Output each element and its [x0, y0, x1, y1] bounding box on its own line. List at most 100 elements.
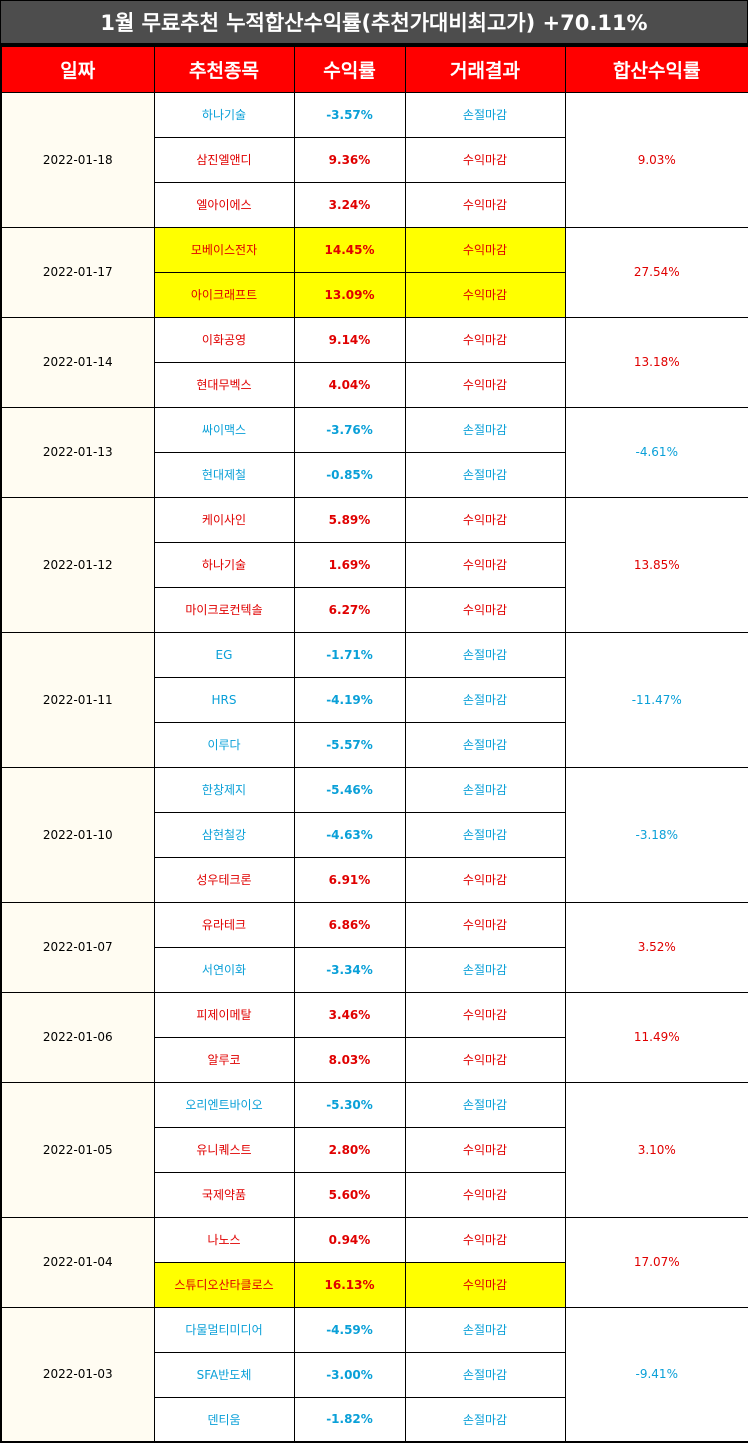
stock-name: 덴티움: [153, 1396, 295, 1443]
table-row: 아이크래프트 13.09% 수익마감: [1, 271, 748, 318]
trade-result: 손절마감: [404, 406, 566, 453]
total-return: -9.41%: [564, 1306, 748, 1443]
trade-result: 수익마감: [404, 541, 566, 588]
trade-result: 수익마감: [404, 1261, 566, 1308]
trade-result: 수익마감: [404, 181, 566, 228]
stock-name: 이루다: [153, 721, 295, 768]
date-cell: 2022-01-17: [0, 226, 155, 318]
total-return: 11.49%: [564, 991, 748, 1083]
table-row: HRS -4.19% 손절마감: [1, 676, 748, 723]
table-row: SFA반도체 -3.00% 손절마감: [1, 1351, 748, 1398]
return-value: -3.57%: [293, 91, 406, 138]
total-return: 9.03%: [564, 91, 748, 228]
trade-result: 손절마감: [404, 1081, 566, 1128]
returns-table: 일짜 추천종목 수익률 거래결과 합산수익률 2022-01-18 하나기술 -3.…: [0, 45, 748, 1443]
date-cell: 2022-01-10: [0, 766, 155, 903]
trade-result: 손절마감: [404, 1306, 566, 1353]
header-stock: 추천종목: [153, 45, 295, 93]
stock-name: HRS: [153, 676, 295, 723]
trade-result: 수익마감: [404, 856, 566, 903]
total-return: 3.10%: [564, 1081, 748, 1218]
table-row: 2022-01-17 모베이스전자 14.45% 수익마감 27.54%: [0, 226, 748, 318]
return-value: 0.94%: [293, 1216, 406, 1263]
date-cell: 2022-01-11: [0, 631, 155, 768]
table-row: 2022-01-05 오리엔트바이오 -5.30% 손절마감 3.10%: [0, 1081, 748, 1218]
total-return: 27.54%: [564, 226, 748, 318]
table-row: 2022-01-04 나노스 0.94% 수익마감 17.07%: [0, 1216, 748, 1308]
table-row: 2022-01-18 하나기술 -3.57% 손절마감 9.03%: [0, 91, 748, 228]
stock-name: 이화공영: [153, 316, 295, 363]
trade-result: 수익마감: [404, 271, 566, 318]
return-value: -4.19%: [293, 676, 406, 723]
stock-name: 현대제철: [153, 451, 295, 498]
return-value: -5.30%: [293, 1081, 406, 1128]
stock-name: 한창제지: [153, 766, 295, 813]
total-return: -11.47%: [564, 631, 748, 768]
trade-result: 손절마감: [404, 451, 566, 498]
return-value: 8.03%: [293, 1036, 406, 1083]
return-value: 9.14%: [293, 316, 406, 363]
return-value: 5.60%: [293, 1171, 406, 1218]
return-value: 6.27%: [293, 586, 406, 633]
table-row: 현대무벡스 4.04% 수익마감: [1, 361, 748, 408]
stock-name: 삼현철강: [153, 811, 295, 858]
stock-name: 다물멀티미디어: [153, 1306, 295, 1353]
stock-name: 피제이메탈: [153, 991, 295, 1038]
stock-name: 스튜디오산타클로스: [153, 1261, 295, 1308]
trade-result: 수익마감: [404, 1036, 566, 1083]
trade-result: 수익마감: [404, 901, 566, 948]
return-value: 3.46%: [293, 991, 406, 1038]
table-row: 2022-01-14 이화공영 9.14% 수익마감 13.18%: [0, 316, 748, 408]
table-row: 2022-01-06 피제이메탈 3.46% 수익마감 11.49%: [0, 991, 748, 1083]
table-row: 성우테크론 6.91% 수익마감: [1, 856, 748, 903]
return-value: -5.46%: [293, 766, 406, 813]
trade-result: 수익마감: [404, 586, 566, 633]
return-value: 4.04%: [293, 361, 406, 408]
stock-name: 삼진엘앤디: [153, 136, 295, 183]
return-value: -4.63%: [293, 811, 406, 858]
return-value: -1.71%: [293, 631, 406, 678]
date-cell: 2022-01-18: [0, 91, 155, 228]
stock-name: 아이크래프트: [153, 271, 295, 318]
stock-name: SFA반도체: [153, 1351, 295, 1398]
trade-result: 손절마감: [404, 631, 566, 678]
trade-result: 손절마감: [404, 811, 566, 858]
trade-result: 수익마감: [404, 1126, 566, 1173]
stock-name: 알루코: [153, 1036, 295, 1083]
return-value: -3.76%: [293, 406, 406, 453]
stock-name: 유라테크: [153, 901, 295, 948]
trade-result: 수익마감: [404, 1171, 566, 1218]
header-result: 거래결과: [404, 45, 566, 93]
return-value: -1.82%: [293, 1396, 406, 1443]
table-row: 서연이화 -3.34% 손절마감: [1, 946, 748, 993]
trade-result: 수익마감: [404, 316, 566, 363]
stock-name: 서연이화: [153, 946, 295, 993]
trade-result: 수익마감: [404, 1216, 566, 1263]
table-row: 엘아이에스 3.24% 수익마감: [1, 181, 748, 228]
trade-result: 손절마감: [404, 91, 566, 138]
table-row: 현대제철 -0.85% 손절마감: [1, 451, 748, 498]
return-value: 13.09%: [293, 271, 406, 318]
header-row: 일짜 추천종목 수익률 거래결과 합산수익률: [0, 45, 748, 93]
trade-result: 손절마감: [404, 1396, 566, 1443]
table-row: 스튜디오산타클로스 16.13% 수익마감: [1, 1261, 748, 1308]
total-return: 17.07%: [564, 1216, 748, 1308]
table-row: 2022-01-03 다물멀티미디어 -4.59% 손절마감 -9.41%: [0, 1306, 748, 1443]
trade-result: 손절마감: [404, 676, 566, 723]
total-return: -4.61%: [564, 406, 748, 498]
stock-name: 현대무벡스: [153, 361, 295, 408]
return-value: 16.13%: [293, 1261, 406, 1308]
header-date: 일짜: [0, 45, 155, 93]
header-total: 합산수익률: [564, 45, 748, 93]
date-cell: 2022-01-07: [0, 901, 155, 993]
return-value: 1.69%: [293, 541, 406, 588]
trade-result: 수익마감: [404, 496, 566, 543]
return-value: 6.91%: [293, 856, 406, 903]
total-return: 3.52%: [564, 901, 748, 993]
return-value: -5.57%: [293, 721, 406, 768]
table-row: 하나기술 1.69% 수익마감: [1, 541, 748, 588]
total-return: -3.18%: [564, 766, 748, 903]
date-cell: 2022-01-04: [0, 1216, 155, 1308]
return-value: 2.80%: [293, 1126, 406, 1173]
